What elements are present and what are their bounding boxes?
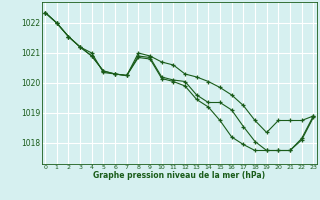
X-axis label: Graphe pression niveau de la mer (hPa): Graphe pression niveau de la mer (hPa) [93,171,265,180]
